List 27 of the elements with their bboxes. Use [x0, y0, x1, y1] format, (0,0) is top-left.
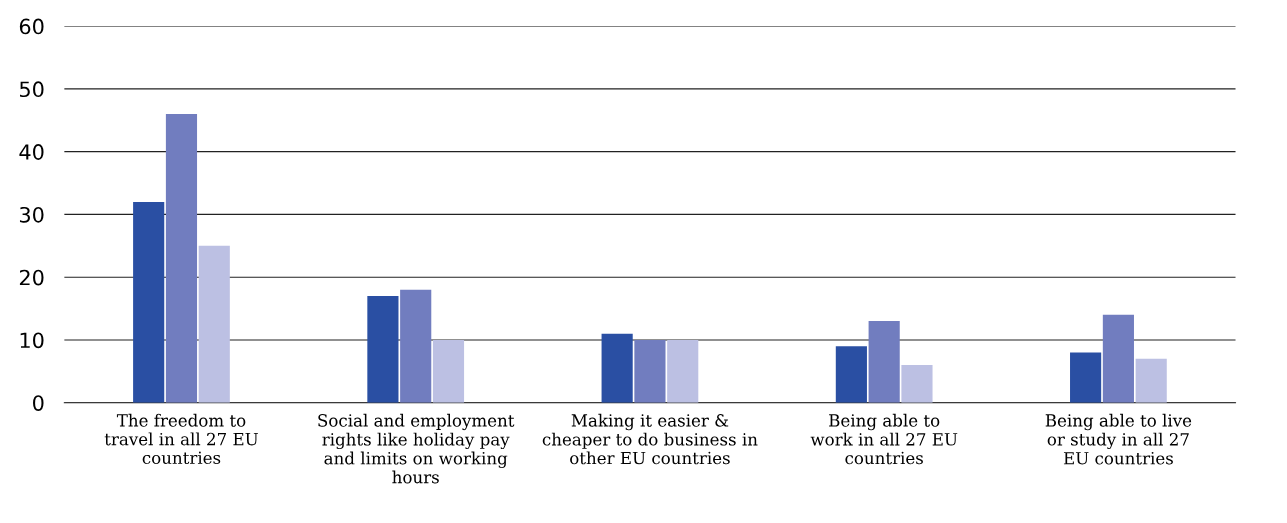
- bar: [634, 339, 666, 403]
- bar: [198, 245, 230, 403]
- x-tick-label: Being able to work in all 27 EU countries: [810, 413, 958, 465]
- bar: [835, 346, 867, 403]
- bar: [133, 201, 165, 403]
- bar: [901, 365, 933, 403]
- bar: [868, 321, 900, 403]
- bar: [400, 289, 432, 403]
- bar: [601, 333, 633, 403]
- bar: [667, 339, 699, 403]
- x-tick-label: Being able to live or study in all 27 EU countries: [1045, 413, 1192, 465]
- x-tick-label: Social and employment rights like holiday pay and limits on working hours: [318, 413, 515, 484]
- y-tick-label: 20: [19, 269, 44, 286]
- y-tick-label: 0: [33, 395, 44, 411]
- y-tick-label: 60: [19, 18, 44, 35]
- bar: [367, 296, 399, 403]
- y-tick-label: 40: [19, 144, 44, 160]
- y-tick-label: 30: [19, 206, 44, 223]
- bar: [1135, 358, 1167, 403]
- y-tick-label: 10: [20, 332, 44, 349]
- bar: [432, 339, 465, 403]
- y-tick-label: 50: [20, 81, 44, 98]
- bar: [1070, 352, 1102, 403]
- bar: [165, 114, 198, 403]
- x-tick-label: Making it easier & cheaper to do business in other EU countries: [542, 413, 758, 465]
- x-tick-label: The freedom to travel in all 27 EU countries: [104, 413, 258, 465]
- bar: [1102, 314, 1134, 403]
